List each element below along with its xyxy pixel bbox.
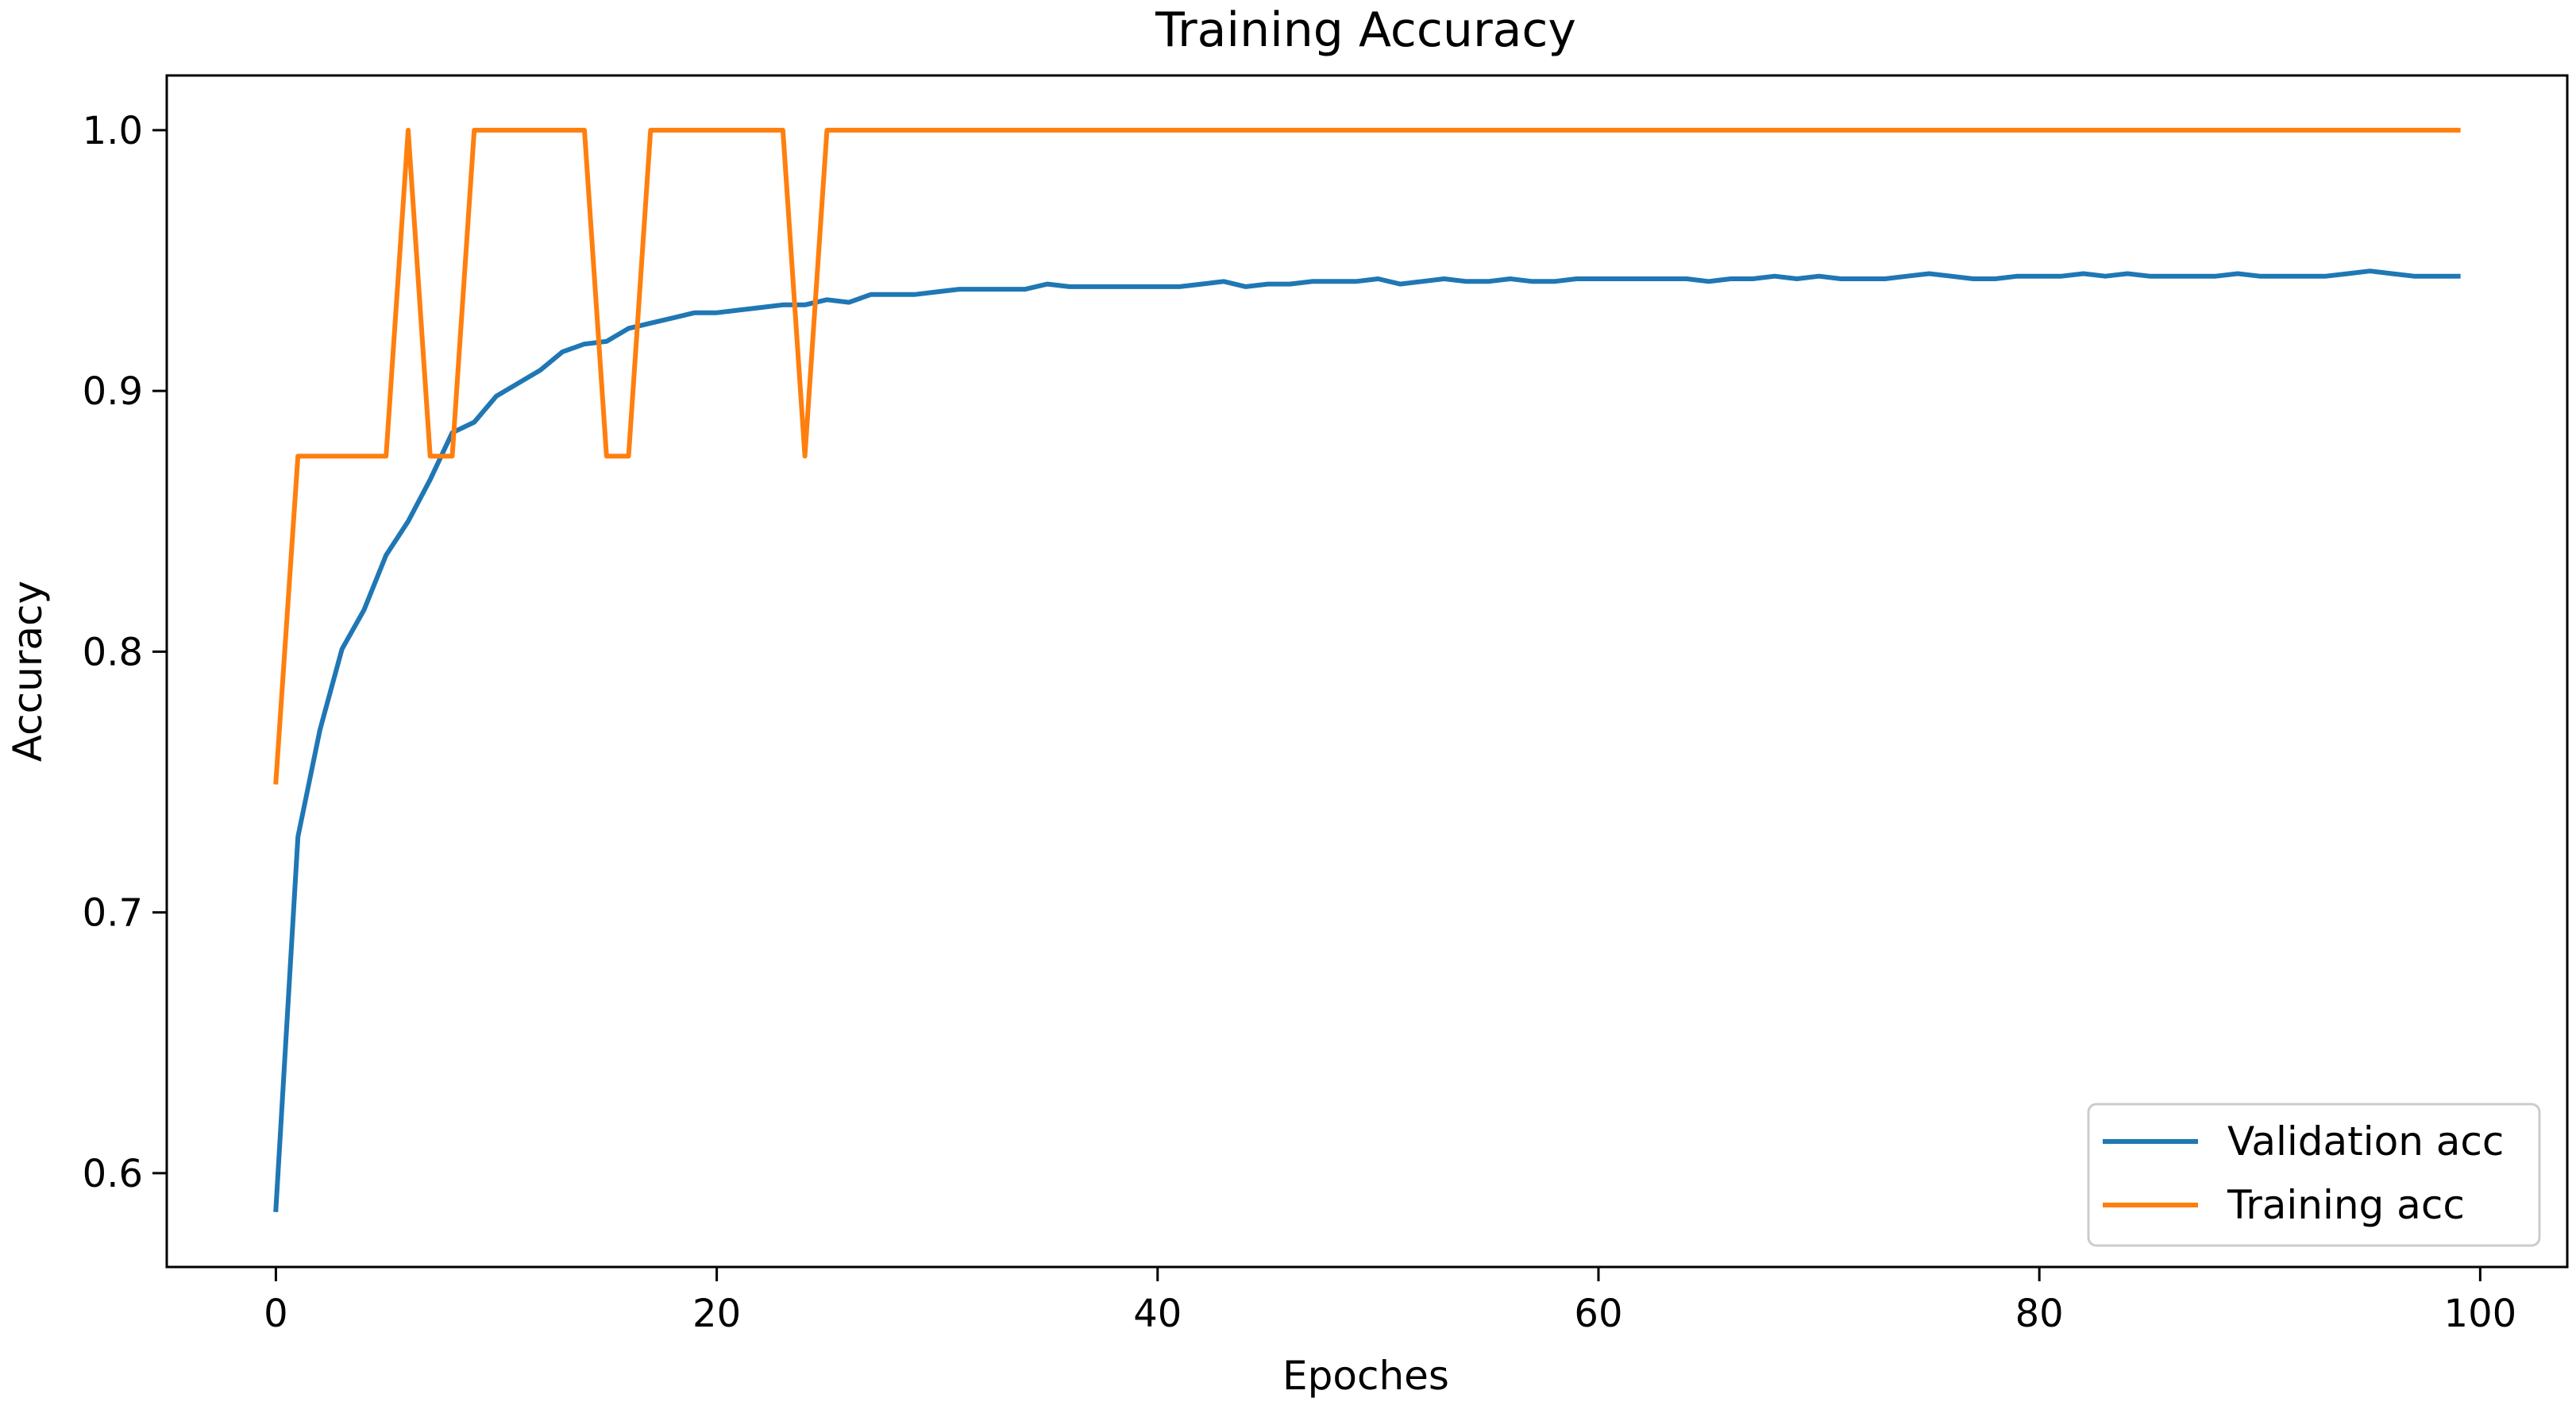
y-tick-label: 1.0 — [83, 109, 143, 153]
x-tick-label: 100 — [2444, 1292, 2517, 1336]
x-tick-label: 20 — [692, 1292, 741, 1336]
x-tick-label: 60 — [1574, 1292, 1622, 1336]
axes-frame — [165, 74, 2569, 1269]
x-axis-label: Epoches — [1282, 1353, 1449, 1399]
y-axis-label: Accuracy — [5, 581, 51, 762]
legend-label: Validation acc — [2227, 1118, 2504, 1165]
x-tick-label: 0 — [264, 1292, 288, 1336]
chart-title: Training Accuracy — [1155, 2, 1576, 58]
series-line-training-acc — [273, 127, 2461, 785]
x-tick-label: 80 — [2015, 1292, 2064, 1336]
legend-box — [2087, 1103, 2541, 1247]
y-axis: 0.6 0.7 0.8 0.9 1.0 — [83, 109, 167, 1196]
x-tick-label: 40 — [1133, 1292, 1182, 1336]
plot-area — [273, 127, 2461, 1212]
x-axis: 0 20 40 60 80 100 — [264, 1267, 2516, 1336]
y-tick-label: 0.6 — [83, 1152, 143, 1196]
legend: Validation acc Training acc — [2087, 1103, 2541, 1247]
y-tick-label: 0.9 — [83, 369, 143, 414]
y-tick-label: 0.8 — [83, 630, 143, 674]
legend-label: Training acc — [2227, 1182, 2465, 1228]
y-tick-label: 0.7 — [83, 891, 143, 936]
